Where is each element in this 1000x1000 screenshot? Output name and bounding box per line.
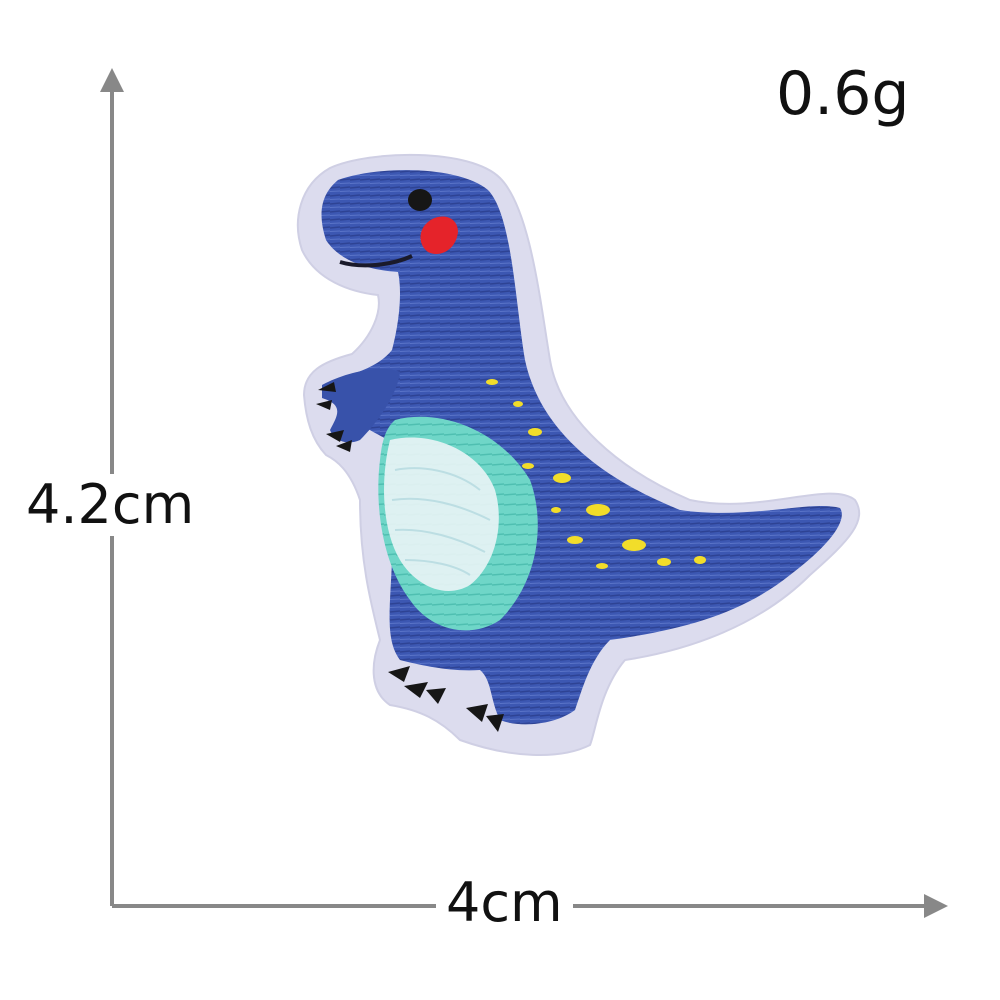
dinosaur-arm — [322, 368, 400, 443]
width-label: 4cm — [436, 876, 573, 930]
dinosaur-patch — [296, 153, 861, 756]
weight-label: 0.6g — [776, 59, 910, 129]
dinosaur-cheek — [420, 216, 458, 254]
height-label: 4.2cm — [26, 473, 195, 536]
dinosaur-belly-highlight — [384, 437, 499, 591]
dinosaur-spots — [486, 379, 706, 569]
dinosaur-mouth — [339, 254, 413, 268]
dinosaur-claws — [316, 382, 504, 732]
dinosaur-eye — [408, 189, 432, 211]
